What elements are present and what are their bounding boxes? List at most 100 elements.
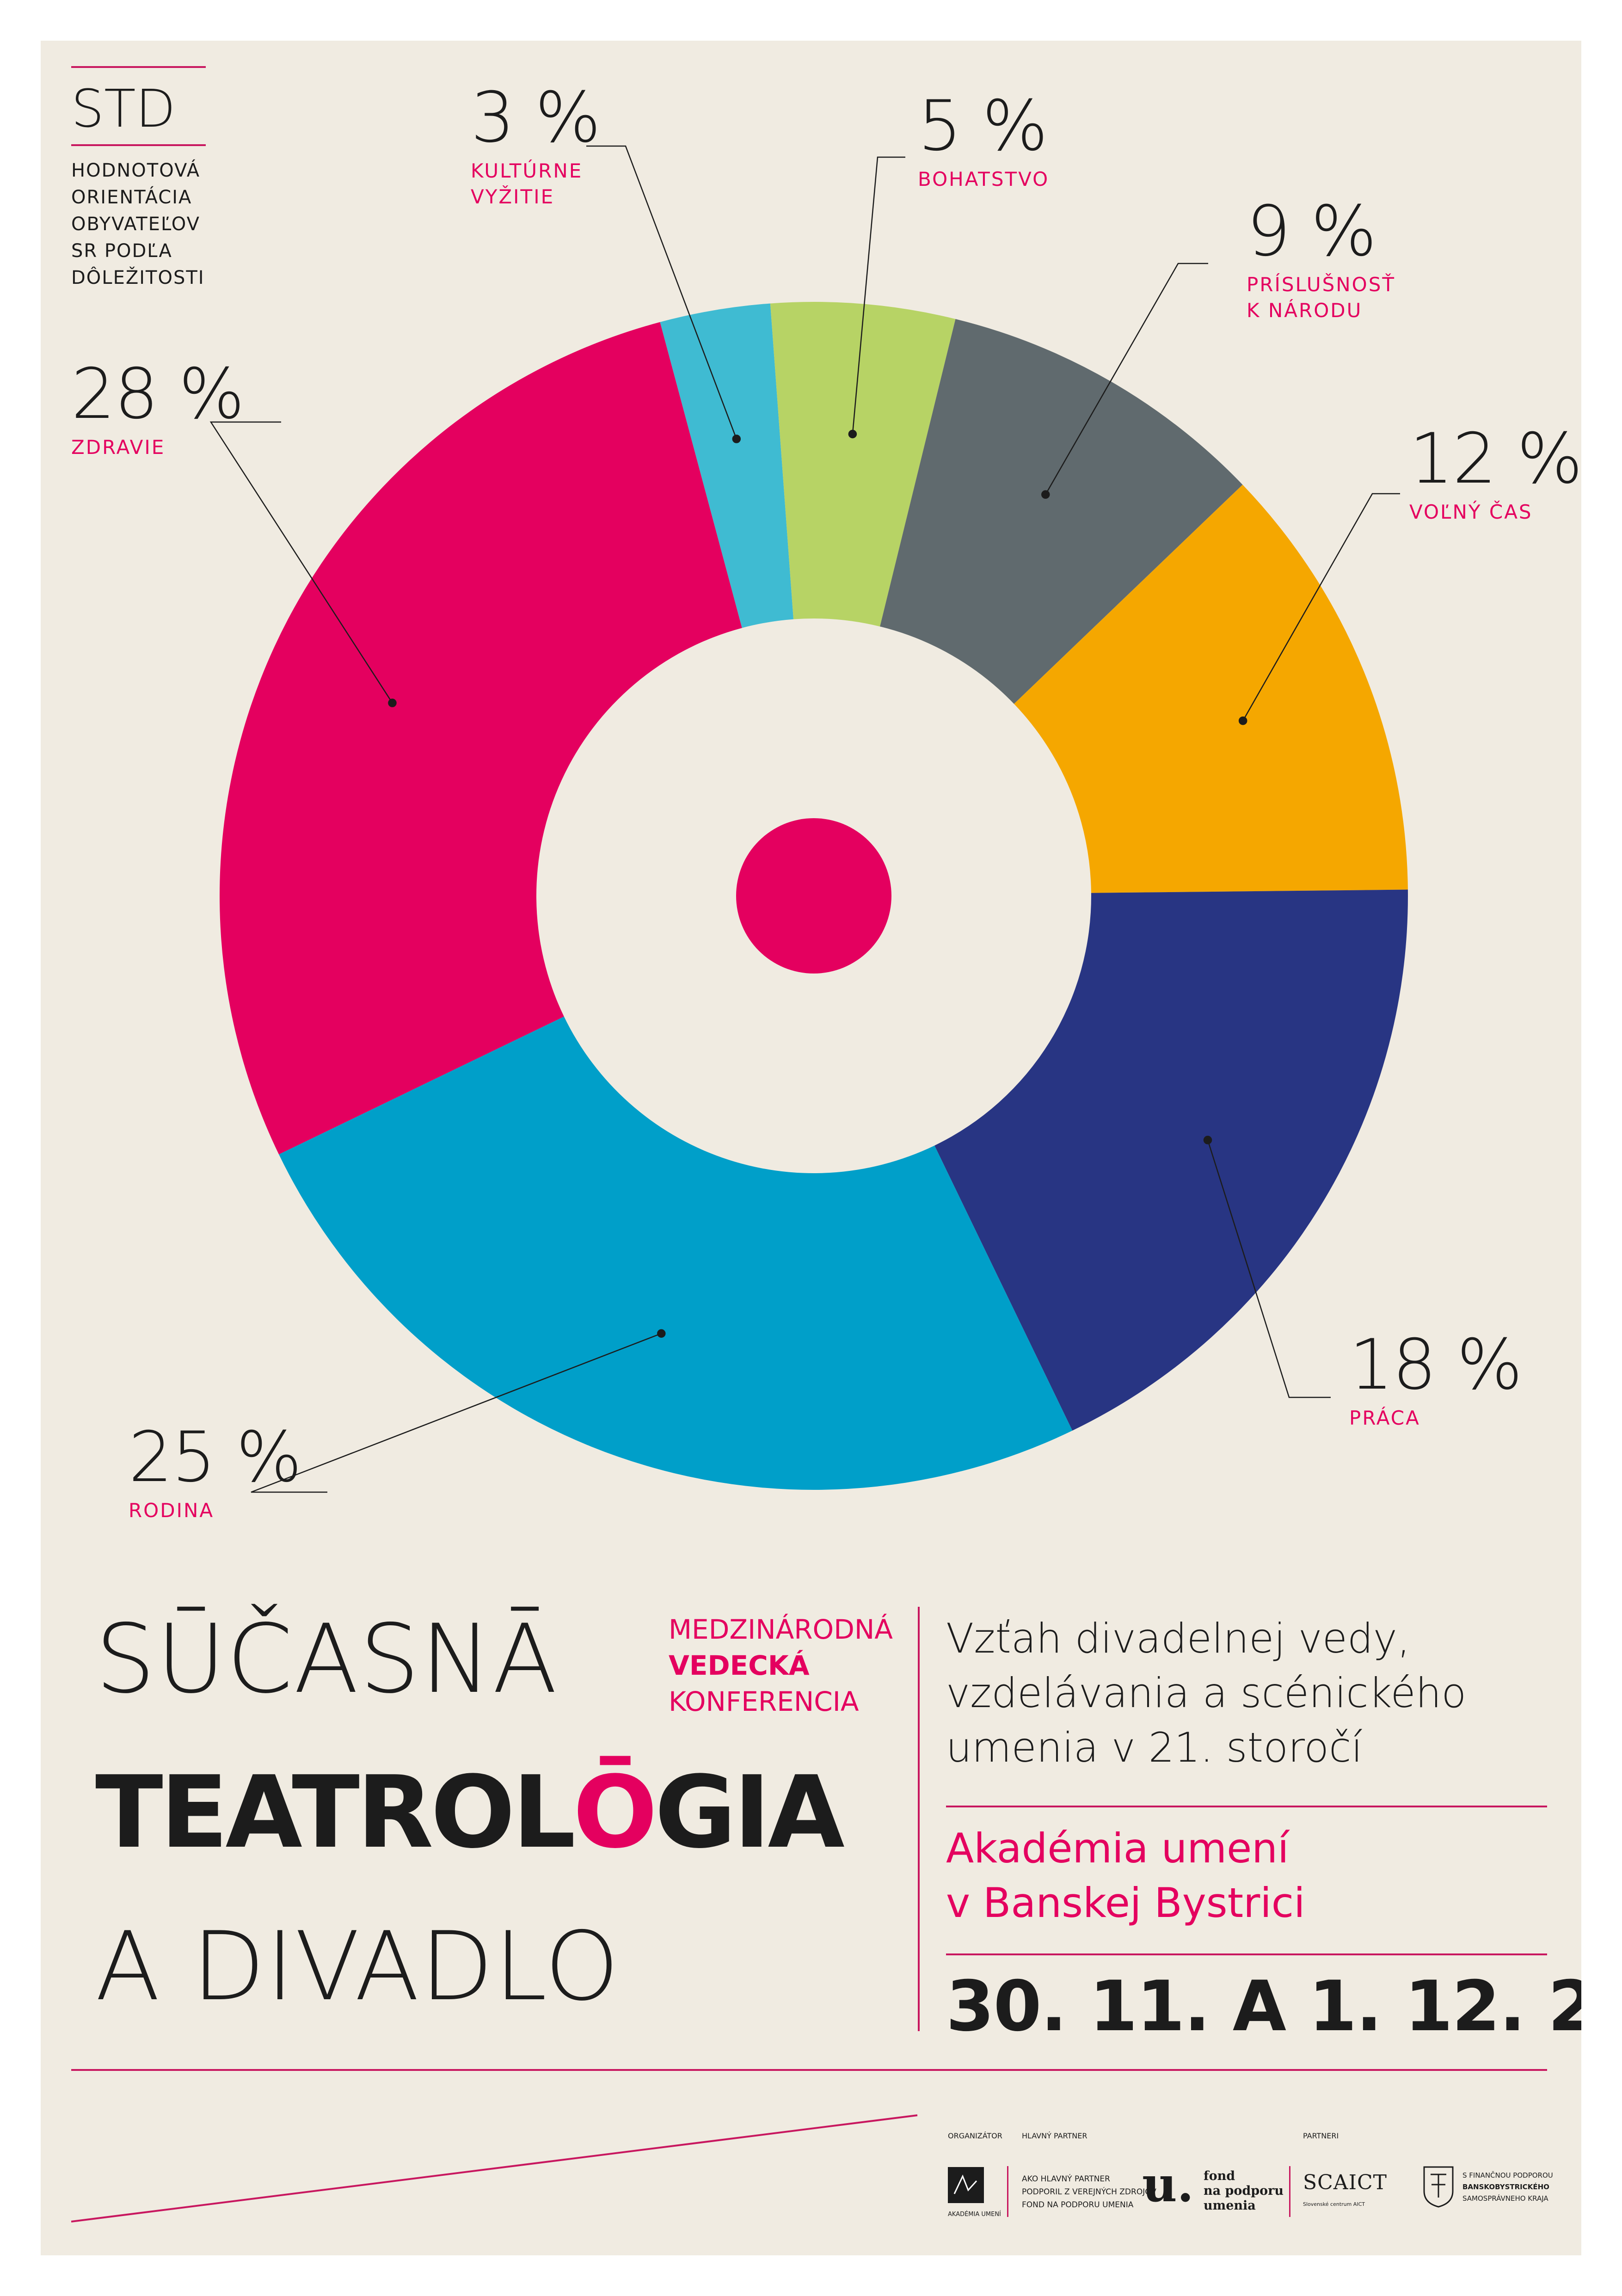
slice-name: BOHATSTVO bbox=[918, 166, 1049, 192]
slice-name-line: PRÁCA bbox=[1349, 1407, 1420, 1429]
column-divider bbox=[918, 1607, 920, 2031]
region-support-text: S FINANČNOU PODPOROU BANSKOBYSTRICKÉHO S… bbox=[1462, 2170, 1553, 2204]
slice-name-line: KULTÚRNE bbox=[471, 159, 583, 182]
leader-line bbox=[1207, 1139, 1331, 1398]
slice-label-bohatstvo: 5 % BOHATSTVO bbox=[918, 92, 1049, 192]
region-line: BANSKOBYSTRICKÉHO bbox=[1462, 2183, 1549, 2191]
region-line: SAMOSPRÁVNEHO KRAJA bbox=[1462, 2194, 1548, 2203]
slice-name-line: RODINA bbox=[129, 1499, 215, 1522]
leader-line bbox=[209, 421, 393, 704]
std-desc-line: SR PODĽA bbox=[71, 240, 172, 262]
slice-name-line: ZDRAVIE bbox=[71, 436, 166, 459]
leader-dot bbox=[1203, 1136, 1212, 1145]
main-partner-line: AKO HLAVNÝ PARTNER bbox=[1022, 2174, 1110, 2184]
donut-slice bbox=[934, 889, 1408, 1431]
leader-line bbox=[1045, 263, 1208, 495]
title-line-2-o: Ō bbox=[573, 1754, 657, 1870]
donut-slice bbox=[279, 1016, 1073, 1490]
fpu-line: fond bbox=[1204, 2169, 1235, 2183]
slice-percent: 9 % bbox=[1247, 191, 1377, 272]
diagonal-rule bbox=[71, 2114, 918, 2223]
subtitle: Vzťah divadelnej vedy, vzdelávania a scé… bbox=[946, 1611, 1466, 1775]
donut-slices bbox=[220, 301, 1408, 1490]
leader-dot bbox=[1041, 490, 1050, 499]
slice-name-line: PRÍSLUŠNOSŤ bbox=[1247, 273, 1396, 296]
std-description: HODNOTOVÁ ORIENTÁCIA OBYVATEĽOV SR PODĽA… bbox=[71, 157, 205, 291]
bottom-rule bbox=[71, 2069, 1547, 2071]
organizer-logo bbox=[948, 2167, 984, 2203]
leader-dot bbox=[732, 435, 741, 443]
main-partner-caption: HLAVNÝ PARTNER bbox=[1022, 2131, 1087, 2140]
slice-name: ZDRAVIE bbox=[71, 435, 244, 460]
subtitle-line: Vzťah divadelnej vedy, bbox=[946, 1615, 1410, 1662]
donut-chart bbox=[209, 145, 1408, 1493]
fpu-line: umenia bbox=[1204, 2198, 1256, 2213]
venue-line: v Banskej Bystrici bbox=[946, 1879, 1305, 1927]
donut-slice bbox=[660, 303, 794, 628]
scaict-subtitle: Slovenské centrum AICT bbox=[1303, 2201, 1365, 2207]
main-partner-line: PODPORIL Z VEREJNÝCH ZDROJOV bbox=[1022, 2187, 1156, 2197]
main-partner-text: AKO HLAVNÝ PARTNER PODPORIL Z VEREJNÝCH … bbox=[1022, 2173, 1156, 2211]
std-desc-line: DÔLEŽITOSTI bbox=[71, 267, 205, 288]
leader-dot bbox=[388, 698, 397, 707]
title-line-3: A DIVADLO bbox=[95, 1912, 621, 2022]
conference-line: VEDECKÁ bbox=[669, 1650, 810, 1681]
std-bottom-rule bbox=[71, 144, 206, 146]
slice-name-line: VYŽITIE bbox=[471, 185, 555, 208]
slice-label-zdravie: 28 % ZDRAVIE bbox=[71, 360, 245, 460]
subtitle-rule bbox=[946, 1806, 1547, 1807]
venue-line: Akadémia umení bbox=[946, 1825, 1289, 1872]
slice-name: PRÍSLUŠNOSŤ K NÁRODU bbox=[1247, 272, 1395, 324]
slice-name-line: VOĽNÝ ČAS bbox=[1409, 501, 1533, 523]
crest-shape bbox=[1423, 2166, 1454, 2208]
slice-name-line: K NÁRODU bbox=[1247, 299, 1363, 322]
leader-dot bbox=[1238, 716, 1247, 725]
fpu-logo-text: fond na podporu umenia bbox=[1204, 2169, 1284, 2213]
venue-rule bbox=[946, 1953, 1547, 1955]
donut-slice bbox=[1014, 484, 1408, 893]
slice-percent: 5 % bbox=[918, 86, 1048, 166]
title-line-2-b: GIA bbox=[655, 1754, 845, 1870]
std-desc-line: HODNOTOVÁ bbox=[71, 160, 201, 181]
organizer-name: AKADÉMIA UMENÍ bbox=[948, 2211, 1001, 2218]
fpu-line: na podporu bbox=[1204, 2184, 1284, 2198]
center-dot bbox=[736, 818, 891, 974]
slice-label-rodina: 25 % RODINA bbox=[129, 1417, 302, 1524]
slice-percent: 12 % bbox=[1409, 419, 1581, 499]
std-desc-line: OBYVATEĽOV bbox=[71, 214, 200, 235]
conference-line: MEDZINÁRODNÁ bbox=[669, 1614, 893, 1645]
subtitle-line: umenia v 21. storočí bbox=[946, 1724, 1363, 1771]
scaict-logo: SCAICT bbox=[1303, 2171, 1387, 2194]
std-desc-line: ORIENTÁCIA bbox=[71, 187, 192, 208]
slice-label-prislusnost: 9 % PRÍSLUŠNOSŤ K NÁRODU bbox=[1247, 197, 1395, 324]
partners-caption: PARTNERI bbox=[1303, 2131, 1339, 2140]
fpu-logo-mark: u. bbox=[1142, 2156, 1194, 2213]
region-line: S FINANČNOU PODPOROU bbox=[1462, 2171, 1553, 2180]
leader-line bbox=[1242, 493, 1400, 721]
slice-name-line: BOHATSTVO bbox=[918, 168, 1050, 190]
slice-name: PRÁCA bbox=[1349, 1405, 1522, 1431]
poster: STD HODNOTOVÁ ORIENTÁCIA OBYVATEĽOV SR P… bbox=[41, 41, 1581, 2255]
subtitle-line: vzdelávania a scénického bbox=[946, 1669, 1467, 1717]
slice-label-kulturne: 3 % KULTÚRNE VYŽITIE bbox=[471, 78, 601, 210]
slice-label-praca: 18 % PRÁCA bbox=[1349, 1330, 1523, 1431]
donut-slice bbox=[220, 322, 742, 1155]
std-title: STD bbox=[71, 79, 176, 139]
slice-label-volny-cas: 12 % VOĽNÝ ČAS bbox=[1409, 424, 1581, 525]
organizer-caption: ORGANIZÁTOR bbox=[948, 2131, 1002, 2140]
region-crest-icon bbox=[1422, 2165, 1455, 2208]
std-top-rule bbox=[71, 66, 206, 68]
donut-slice bbox=[770, 301, 956, 627]
event-date: 30. 11. A 1. 12. 2018 bbox=[946, 1966, 1581, 2047]
title-line-1: SŪČASNĀ bbox=[95, 1604, 559, 1714]
slice-percent: 3 % bbox=[471, 78, 601, 158]
conference-line: KONFERENCIA bbox=[669, 1686, 859, 1717]
footer-separator bbox=[1289, 2166, 1290, 2217]
venue: Akadémia umení v Banskej Bystrici bbox=[946, 1821, 1305, 1930]
leader-dot bbox=[848, 429, 857, 439]
conference-type: MEDZINÁRODNÁ VEDECKÁ KONFERENCIA bbox=[669, 1611, 893, 1720]
slice-percent: 25 % bbox=[129, 1417, 302, 1498]
title-line-2: TEATROLŌGIA bbox=[95, 1763, 845, 1862]
footer-separator bbox=[1007, 2166, 1008, 2217]
slice-name: KULTÚRNE VYŽITIE bbox=[471, 158, 600, 210]
